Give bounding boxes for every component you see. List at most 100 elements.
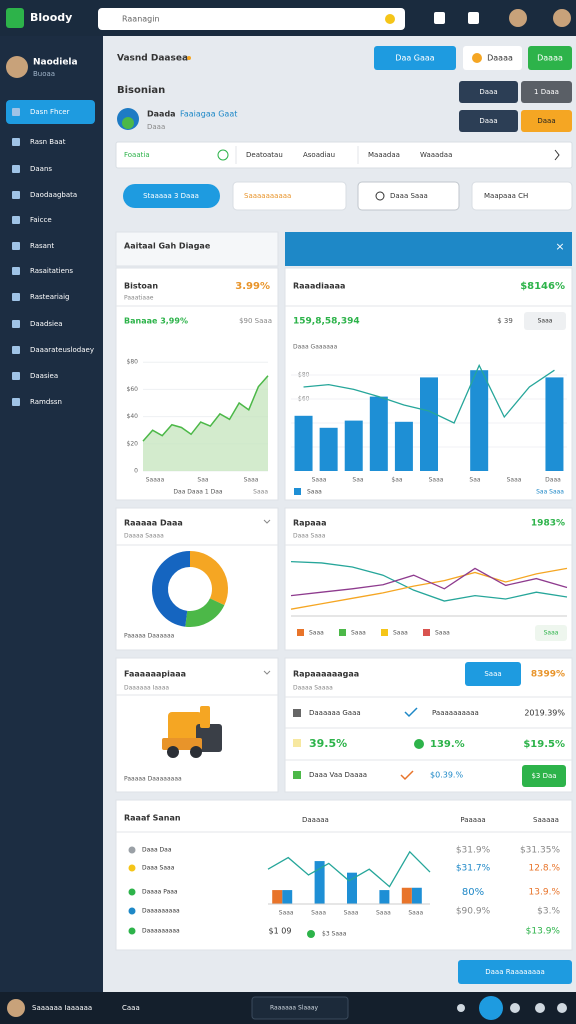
nav-item[interactable]: Rasteariaig [30, 293, 70, 301]
button-label[interactable]: Daaaa [487, 54, 513, 63]
button-label[interactable]: Saaa [484, 670, 501, 678]
card-title: Bistoan [124, 282, 158, 291]
nav-active[interactable] [6, 100, 95, 124]
button[interactable] [459, 110, 518, 132]
filter[interactable]: Foaatia [124, 151, 150, 159]
illustration [167, 746, 179, 758]
button[interactable] [458, 960, 572, 984]
nav-item[interactable]: Ramdssn [30, 398, 62, 406]
bar [294, 415, 313, 471]
button-label[interactable]: Daaa [537, 117, 555, 125]
avatar [122, 117, 134, 129]
x-tick-label: Saaa [244, 477, 259, 484]
filter[interactable]: Deatoatau [246, 151, 283, 159]
nav-item[interactable]: Rasn Baat [30, 138, 66, 146]
button-label[interactable]: 1 Daaa [534, 88, 559, 96]
caption: Paaaaa Daaaaaaaa [124, 776, 182, 783]
card-title: Raaadiaaaa [293, 282, 345, 291]
button[interactable] [465, 662, 521, 686]
button[interactable] [524, 312, 566, 330]
line [290, 567, 568, 610]
logo: Bloody [30, 11, 72, 24]
search-box[interactable] [98, 8, 405, 30]
button[interactable] [535, 625, 567, 641]
button[interactable] [463, 46, 522, 70]
nav-item[interactable]: Daodaagbata [30, 191, 77, 199]
row-dot [128, 927, 136, 935]
legend-label: Saaa [435, 630, 450, 637]
search-box[interactable] [251, 996, 349, 1020]
button-label[interactable]: Saaa [544, 630, 559, 637]
link[interactable]: Faaiagaa Gaat [180, 110, 237, 119]
filter[interactable]: Asoadiau [303, 151, 335, 159]
icon[interactable] [468, 12, 479, 24]
card-header-title: Aaitaal Gah Diagae [124, 242, 211, 251]
card-header [285, 232, 572, 266]
button[interactable] [374, 46, 456, 70]
line [290, 567, 568, 597]
button[interactable] [528, 46, 572, 70]
button-label[interactable]: Daaa [479, 117, 497, 125]
nav-item[interactable]: Dasn Fhcer [30, 108, 70, 116]
y-tick-label: $20 [127, 440, 139, 447]
nav-icon [12, 372, 20, 380]
pill-label[interactable]: Saaaaaaaaaa [244, 192, 291, 200]
pill[interactable] [357, 181, 460, 211]
pill[interactable] [232, 181, 347, 211]
pill-label[interactable]: Maapaaa CH [484, 192, 528, 200]
button[interactable] [521, 81, 572, 103]
avatar [553, 9, 571, 27]
nav-item[interactable]: Daans [30, 165, 52, 173]
nav-icon [12, 165, 20, 173]
filter[interactable]: Maaadaa [368, 151, 400, 159]
column-header: Saaaaa [533, 816, 559, 824]
close-button[interactable]: × [555, 240, 564, 253]
x-tick-label: Saaa [279, 910, 294, 917]
filter[interactable]: Waaadaa [420, 151, 452, 159]
button-label[interactable]: Saaa [538, 318, 553, 325]
bar [401, 887, 412, 904]
nav-item[interactable]: Faicce [30, 216, 52, 224]
sub: Daaa [147, 123, 165, 131]
button[interactable] [521, 110, 572, 132]
stat: 3.99% [235, 281, 270, 292]
sub: Daaa Saaa [293, 533, 326, 540]
pill[interactable] [471, 181, 573, 211]
chevron [263, 670, 271, 675]
row-value: 139.% [430, 739, 465, 750]
card-title: Raaaaa Daaa [124, 519, 183, 528]
stat: 8399% [531, 670, 565, 680]
button-label[interactable]: Daaaa [537, 54, 563, 63]
icon [510, 1003, 520, 1013]
x-tick-label: $aa [391, 477, 402, 484]
button[interactable] [459, 81, 518, 103]
legend-swatch [297, 629, 304, 636]
x-tick-label: Saa [352, 477, 363, 484]
nav-item[interactable]: Daaarateuslodaey [30, 346, 94, 354]
icon[interactable] [434, 12, 445, 24]
chevron [554, 149, 560, 161]
button-label[interactable]: $3 Daa [531, 772, 556, 780]
bar [411, 887, 422, 904]
button[interactable] [522, 765, 566, 787]
donut-segment [152, 551, 191, 627]
row-value: $31.9% [456, 846, 491, 856]
card [115, 507, 279, 651]
card-title: Raaaf Sanan [124, 814, 181, 823]
button-label[interactable]: Daaa [479, 88, 497, 96]
pill[interactable] [123, 184, 220, 208]
pill-label[interactable]: Daaa Saaa [390, 192, 428, 200]
button-label[interactable]: Daa Gaaa [395, 54, 435, 63]
legend-label: Saaa [309, 630, 324, 637]
button-label[interactable]: Daaa Raaaaaaaa [485, 968, 545, 976]
chat-button [479, 996, 503, 1020]
row-dot [128, 864, 136, 872]
nav-item[interactable]: Daadsiea [30, 320, 63, 328]
nav-item[interactable]: Rasaitatiens [30, 267, 73, 275]
nav-item[interactable]: Rasant [30, 242, 54, 250]
nav-icon [12, 293, 20, 301]
nav-item[interactable]: Daasiea [30, 372, 58, 380]
nav-icon [12, 108, 20, 116]
row-value: $3.% [537, 907, 560, 917]
pill-label[interactable]: Staaaaa 3 Daaa [143, 192, 199, 200]
